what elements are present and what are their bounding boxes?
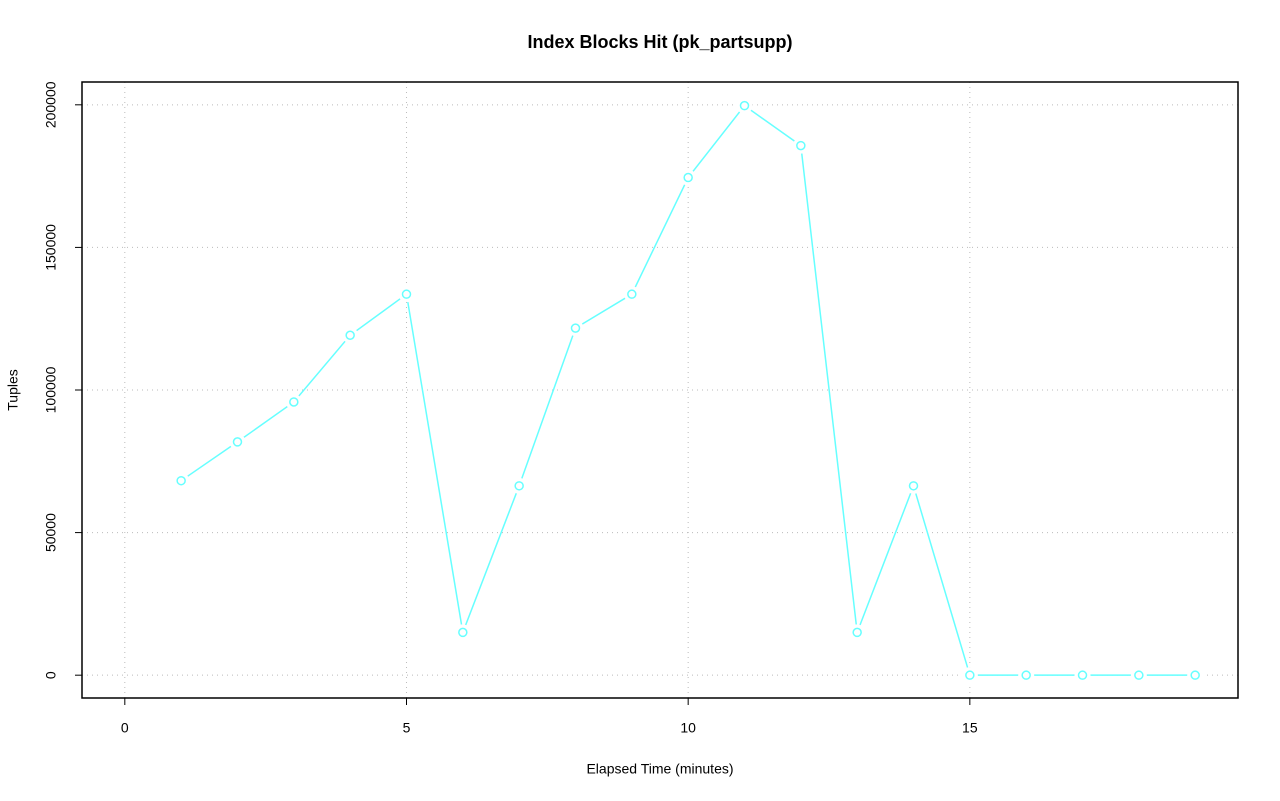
point bbox=[514, 481, 524, 491]
point-gap bbox=[173, 472, 190, 489]
point-gap bbox=[849, 624, 866, 641]
x-tick-label: 15 bbox=[962, 720, 978, 736]
point-gap bbox=[905, 477, 922, 494]
point bbox=[1077, 670, 1088, 680]
point bbox=[852, 627, 862, 638]
series-line bbox=[180, 104, 1196, 676]
point bbox=[796, 140, 806, 151]
plot-frame bbox=[81, 81, 1239, 699]
point-gap bbox=[792, 137, 809, 154]
x-axis-label: Elapsed Time (minutes) bbox=[586, 761, 733, 777]
x-tick-label: 10 bbox=[680, 720, 696, 736]
y-tick-label: 50000 bbox=[43, 513, 59, 552]
point-gap bbox=[1130, 667, 1147, 684]
point-gap bbox=[567, 320, 584, 337]
point bbox=[1021, 670, 1031, 680]
point-gap bbox=[285, 393, 302, 410]
x-tick-label: 5 bbox=[403, 720, 411, 736]
point-gap bbox=[398, 286, 415, 303]
point bbox=[401, 289, 412, 299]
point-gap bbox=[511, 477, 528, 494]
point bbox=[1134, 670, 1144, 680]
point-gap bbox=[454, 624, 471, 641]
point bbox=[1190, 670, 1200, 680]
point bbox=[458, 627, 468, 638]
point bbox=[683, 172, 693, 183]
point bbox=[739, 100, 750, 111]
chart-title: Index Blocks Hit (pk_partsupp) bbox=[527, 32, 792, 52]
point bbox=[289, 397, 299, 407]
point-gap bbox=[623, 286, 640, 303]
y-tick-label: 200000 bbox=[43, 81, 59, 128]
point bbox=[176, 475, 186, 486]
point-gap bbox=[680, 169, 697, 186]
point-gap bbox=[1074, 667, 1091, 684]
point-gap bbox=[342, 327, 359, 344]
point-gap bbox=[1018, 667, 1035, 684]
point bbox=[232, 437, 243, 447]
point bbox=[908, 481, 919, 491]
y-tick-label: 100000 bbox=[43, 366, 59, 413]
y-tick-label: 150000 bbox=[43, 224, 59, 271]
x-tick-label: 0 bbox=[121, 720, 129, 736]
point bbox=[965, 670, 975, 680]
point-gap bbox=[1187, 667, 1204, 684]
y-axis-label: Tuples bbox=[5, 369, 21, 411]
point-gap bbox=[736, 97, 753, 114]
point-gap bbox=[229, 433, 246, 450]
point bbox=[345, 330, 355, 340]
point-gap bbox=[961, 667, 978, 684]
y-tick-label: 0 bbox=[43, 671, 59, 679]
point bbox=[570, 323, 581, 333]
point bbox=[627, 289, 637, 299]
